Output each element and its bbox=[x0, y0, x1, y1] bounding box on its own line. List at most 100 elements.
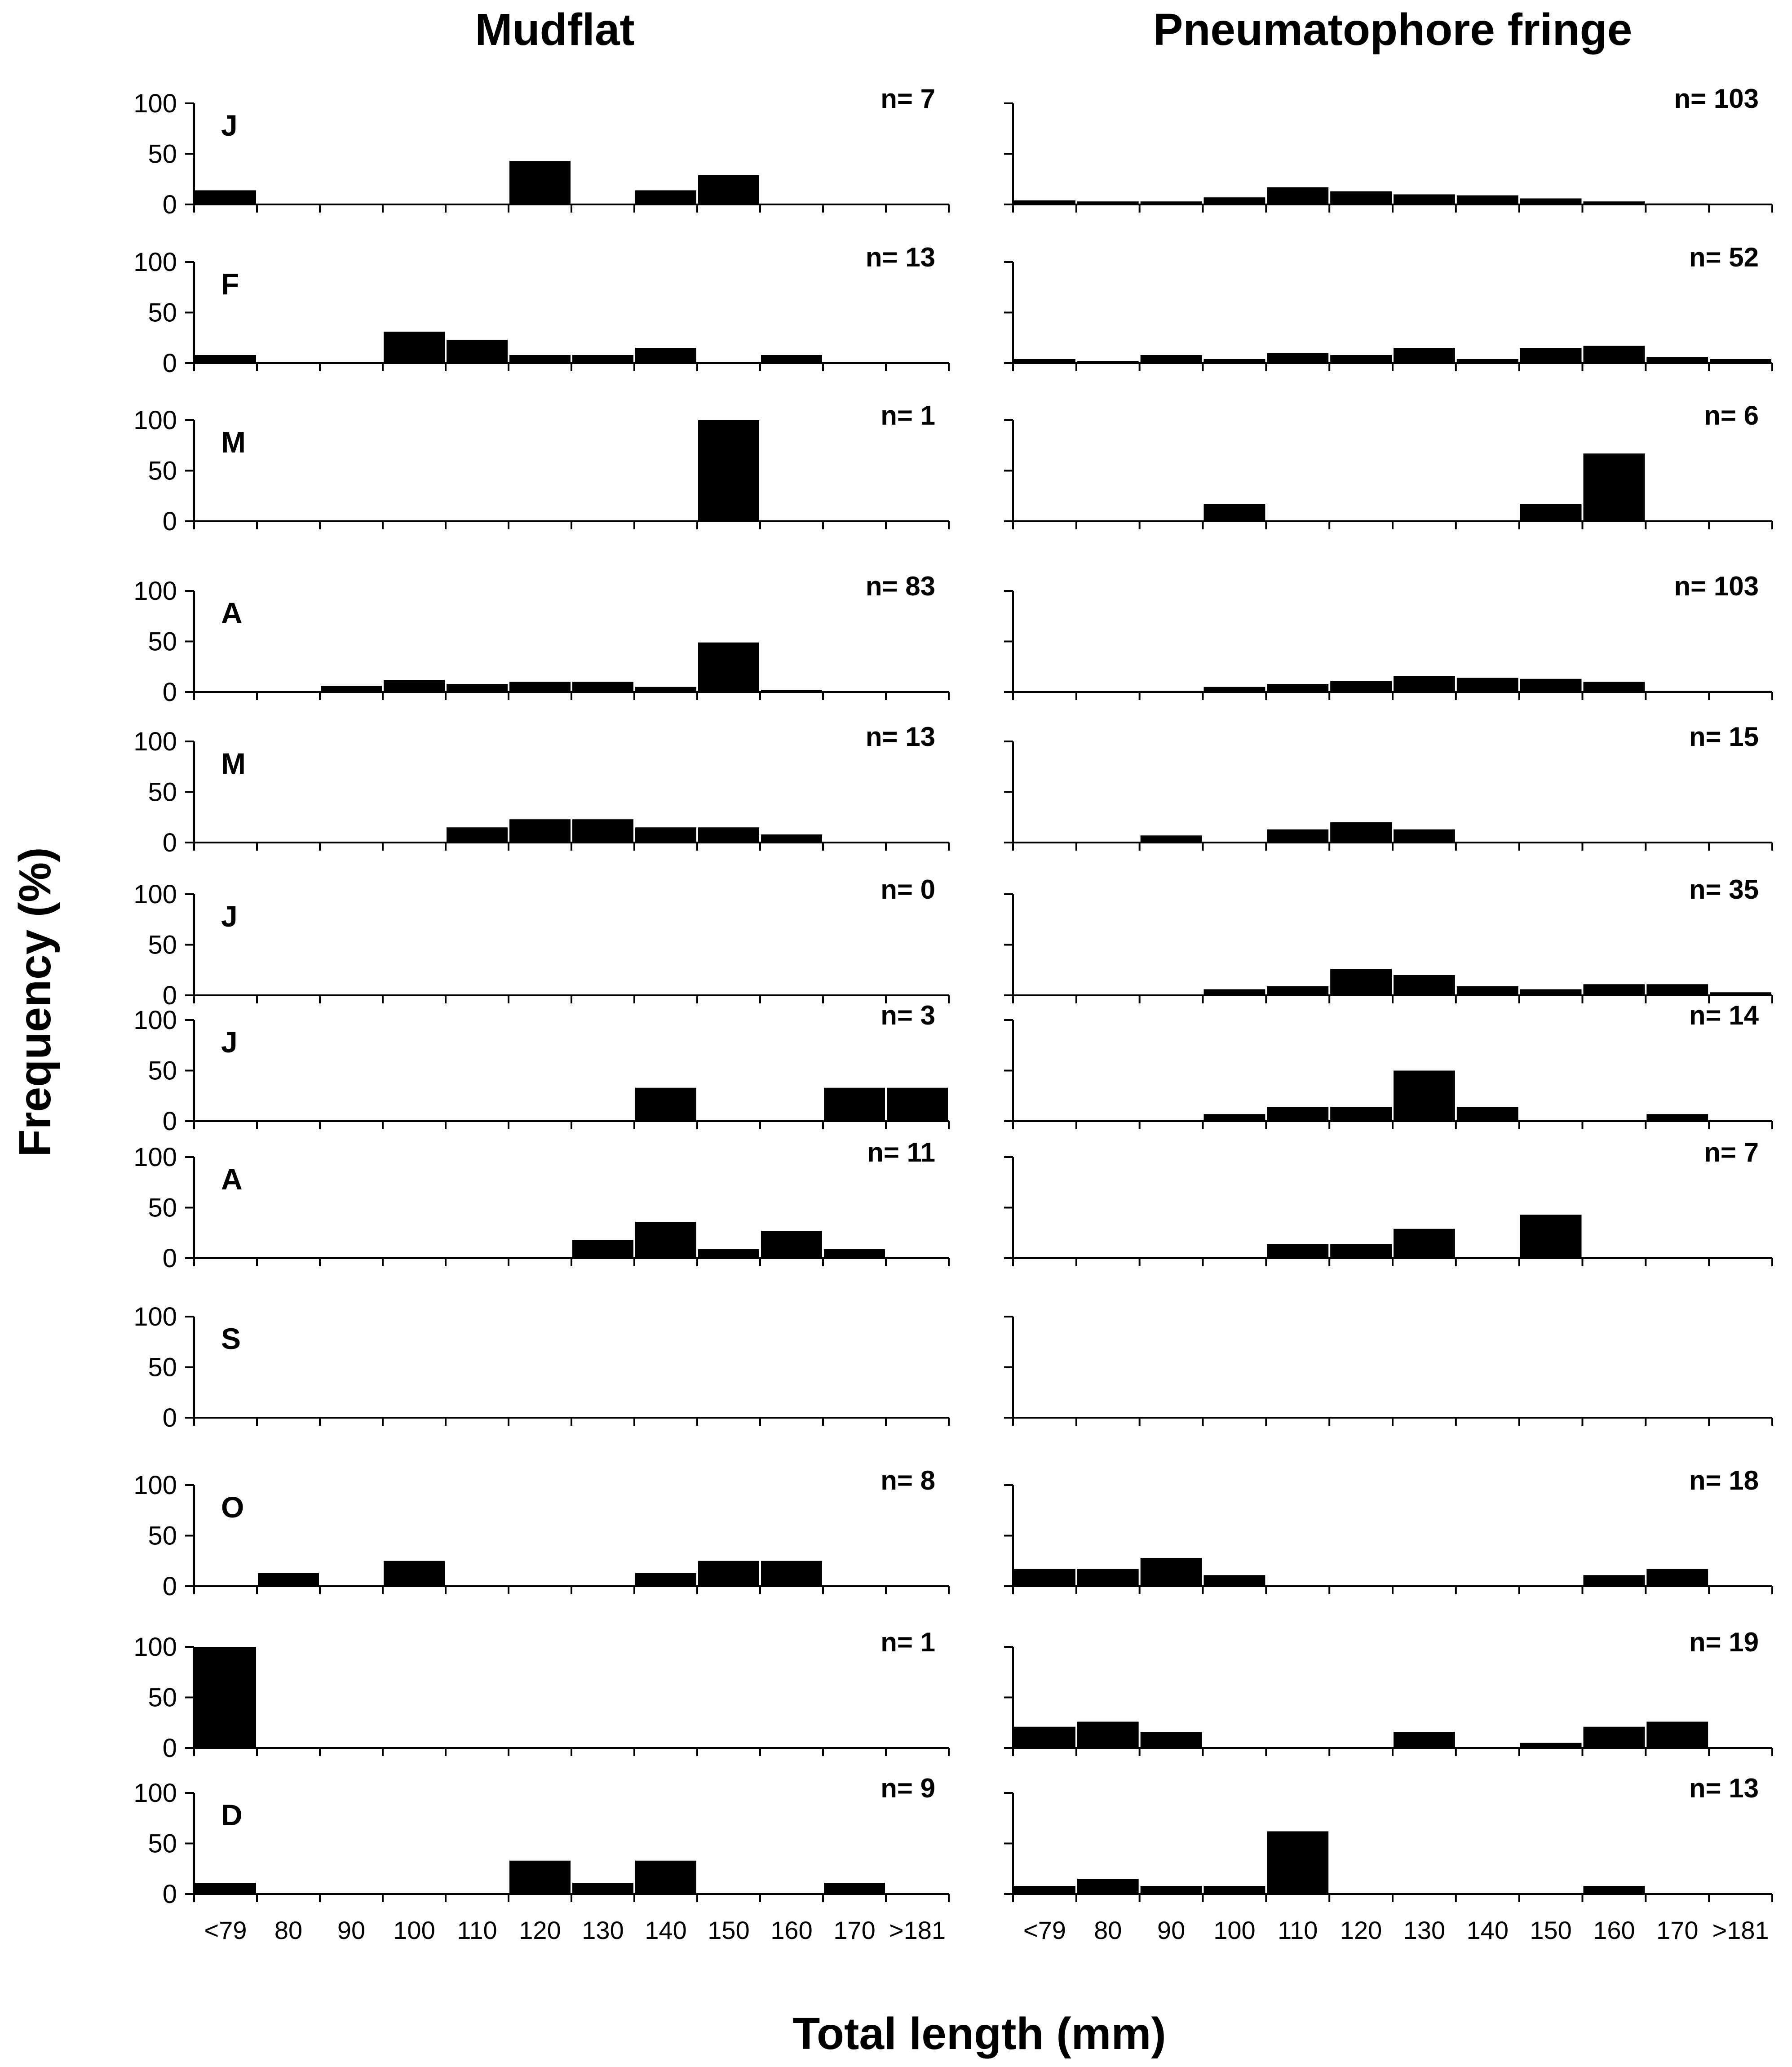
x-tick-label: 90 bbox=[1157, 1916, 1185, 1944]
fringe-bar bbox=[1583, 682, 1645, 692]
y-tick-label: 0 bbox=[163, 1244, 177, 1273]
mudflat-bar bbox=[824, 1087, 885, 1121]
fringe-bar bbox=[1014, 1886, 1075, 1894]
mudflat-panel: 0 50 100 Jn= 7 bbox=[133, 84, 950, 219]
y-tick-label: 50 bbox=[148, 931, 177, 960]
fringe-bar bbox=[1456, 986, 1518, 995]
mudflat-bar bbox=[572, 682, 633, 692]
panel-month-label: J bbox=[221, 109, 238, 142]
sample-size-label: n= 6 bbox=[1704, 400, 1759, 430]
fringe-bar bbox=[1646, 1114, 1708, 1121]
y-tick-label: 50 bbox=[148, 298, 177, 328]
mudflat-panel: 0 50 100 Nn= 1 bbox=[133, 1627, 950, 1763]
mudflat-panel: 0 50 100 Fn= 13 bbox=[133, 242, 950, 378]
fringe-bar bbox=[1140, 201, 1202, 204]
mudflat-bar bbox=[195, 1647, 256, 1748]
sample-size-label: n= 19 bbox=[1689, 1627, 1759, 1657]
mudflat-panel: 0 50 100 S bbox=[133, 1302, 950, 1433]
panel-month-label: F bbox=[221, 267, 239, 301]
fringe-bar bbox=[1583, 1726, 1645, 1748]
mudflat-bar bbox=[635, 1222, 696, 1258]
y-tick-label: 50 bbox=[148, 1056, 177, 1086]
x-tick-label: 100 bbox=[1213, 1916, 1255, 1944]
mudflat-bar bbox=[509, 1860, 571, 1894]
fringe-bar bbox=[1267, 829, 1329, 843]
mudflat-bar bbox=[195, 190, 256, 204]
x-tick-label: 160 bbox=[770, 1916, 812, 1944]
mudflat-bar bbox=[761, 355, 822, 363]
x-tick-label: 90 bbox=[337, 1916, 365, 1944]
mudflat-bar bbox=[698, 827, 759, 843]
x-tick-label: 150 bbox=[1530, 1916, 1571, 1944]
y-tick-label: 100 bbox=[133, 1779, 177, 1808]
fringe-bar bbox=[1520, 1215, 1582, 1258]
y-tick-label: 50 bbox=[148, 1353, 177, 1382]
fringe-bar bbox=[1710, 359, 1771, 363]
fringe-bar bbox=[1204, 687, 1265, 692]
y-tick-label: 100 bbox=[133, 577, 177, 606]
y-tick-label: 50 bbox=[148, 1521, 177, 1551]
mudflat-panel: 0 50 100 Mn= 13 bbox=[133, 722, 950, 857]
mudflat-panel: 0 50 100 An= 83 bbox=[133, 571, 950, 707]
fringe-panel: n= 18 bbox=[1004, 1465, 1773, 1594]
x-tick-label: 140 bbox=[1467, 1916, 1509, 1944]
sample-size-label: n= 14 bbox=[1689, 1000, 1759, 1030]
panel-month-label: M bbox=[221, 426, 246, 459]
y-tick-label: 0 bbox=[163, 981, 177, 1010]
fringe-bar bbox=[1583, 346, 1645, 363]
panel-row-6: 0 50 100 Jn= 0 n= 35 bbox=[133, 874, 1773, 1010]
sample-size-label: n= 13 bbox=[1689, 1773, 1759, 1803]
fringe-bar bbox=[1394, 1229, 1455, 1258]
y-tick-label: 100 bbox=[133, 406, 177, 435]
sample-size-label: n= 103 bbox=[1674, 84, 1759, 114]
mudflat-bar bbox=[384, 332, 445, 363]
fringe-bar bbox=[1014, 1726, 1075, 1748]
sample-size-label: n= 1 bbox=[881, 400, 935, 430]
fringe-panel: n= 6 bbox=[1004, 400, 1773, 529]
mudflat-bar bbox=[761, 1231, 822, 1258]
fringe-bar bbox=[1267, 187, 1329, 204]
y-tick-label: 50 bbox=[148, 140, 177, 169]
fringe-bar bbox=[1267, 353, 1329, 363]
fringe-bar bbox=[1456, 195, 1518, 204]
y-tick-label: 50 bbox=[148, 1193, 177, 1223]
mudflat-bar bbox=[572, 1883, 633, 1894]
y-tick-label: 100 bbox=[133, 1471, 177, 1500]
fringe-panel: n= 19 bbox=[1004, 1627, 1773, 1756]
histogram-panels: 0 50 100 Jn= 7 n= 103 0 50 100 Fn= 13 n= 52 0 50 100… bbox=[133, 84, 1773, 1944]
fringe-bar bbox=[1330, 681, 1392, 692]
x-tick-label: 80 bbox=[1094, 1916, 1122, 1944]
fringe-bar bbox=[1520, 989, 1582, 995]
mudflat-panel: 0 50 100 On= 8 bbox=[133, 1465, 950, 1601]
mudflat-panel: 0 50 100 An= 11 bbox=[133, 1137, 950, 1273]
fringe-panel: n= 7 bbox=[1004, 1137, 1773, 1266]
mudflat-bar bbox=[572, 355, 633, 363]
mudflat-bar bbox=[509, 819, 571, 843]
fringe-panel: n= 13 <79 80 90 100 110 120 130 140 150 160 170 >181 bbox=[1004, 1773, 1773, 1944]
fringe-bar bbox=[1140, 1886, 1202, 1894]
mudflat-bar bbox=[635, 348, 696, 363]
x-axis-title: Total length (mm) bbox=[792, 2009, 1166, 2059]
y-tick-label: 50 bbox=[148, 1683, 177, 1712]
panel-row-11: 0 50 100 Nn= 1 n= 19 bbox=[133, 1627, 1773, 1763]
mudflat-bar bbox=[698, 1561, 759, 1586]
fringe-bar bbox=[1456, 1107, 1518, 1121]
y-axis-title: Frequency (%) bbox=[10, 847, 60, 1157]
x-tick-label: >181 bbox=[1712, 1916, 1769, 1944]
fringe-bar bbox=[1204, 989, 1265, 995]
fringe-bar bbox=[1140, 355, 1202, 363]
mudflat-bar bbox=[447, 340, 508, 363]
x-tick-label: 150 bbox=[708, 1916, 749, 1944]
panel-row-8: 0 50 100 An= 11 n= 7 bbox=[133, 1137, 1773, 1273]
panel-month-label: M bbox=[221, 747, 246, 780]
y-tick-label: 50 bbox=[148, 778, 177, 807]
mudflat-bar bbox=[447, 684, 508, 692]
x-tick-label: <79 bbox=[204, 1916, 247, 1944]
mudflat-bar bbox=[761, 690, 822, 692]
fringe-bar bbox=[1646, 1569, 1708, 1586]
fringe-bar bbox=[1394, 348, 1455, 363]
fringe-bar bbox=[1267, 684, 1329, 692]
fringe-bar bbox=[1014, 1569, 1075, 1586]
panel-row-12: 0 50 100 Dn= 9 <79 80 90 100 110 120 130 140 150 160 1… bbox=[133, 1773, 1773, 1944]
x-tick-label: 170 bbox=[833, 1916, 875, 1944]
